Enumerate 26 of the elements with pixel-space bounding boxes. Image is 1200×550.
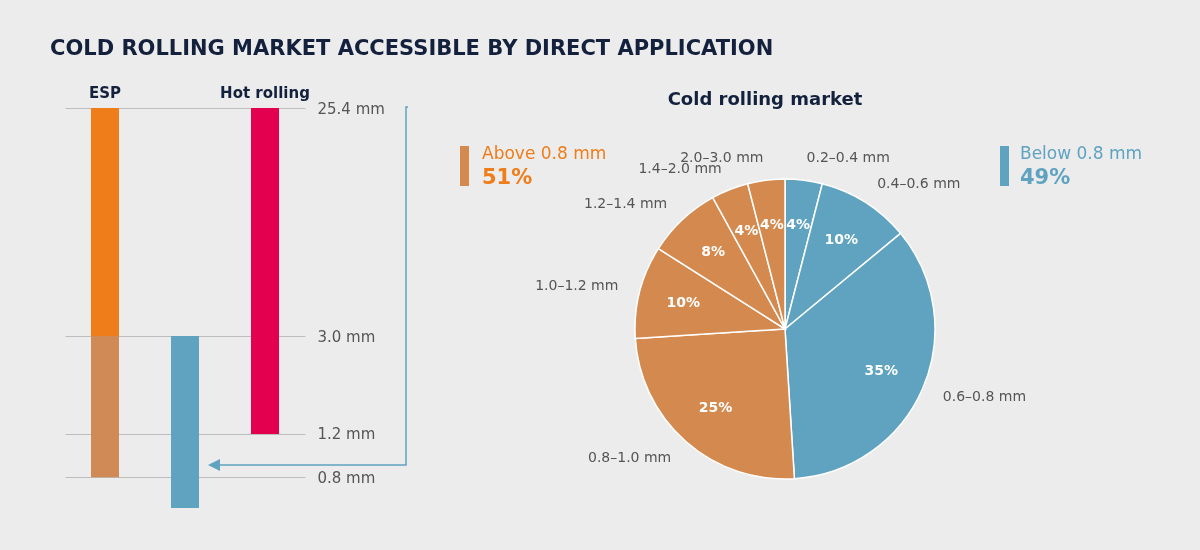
- data-label: 35%: [864, 361, 899, 378]
- data-label: 25%: [698, 398, 733, 415]
- slice-label: 1.0–1.2 mm: [535, 277, 619, 294]
- text: Below 0.8 mm: [1020, 143, 1143, 163]
- data-label: 4%: [759, 215, 784, 232]
- x-tick-label: ESP: [88, 83, 122, 102]
- slice-label: 0.6–0.8 mm: [942, 388, 1027, 405]
- data-label: 10%: [666, 293, 701, 310]
- slice-label: 0.8–1.0 mm: [587, 449, 672, 466]
- slice-label: 0.2–0.4 mm: [806, 149, 890, 166]
- data-label: 8%: [701, 243, 726, 260]
- y-tick-label: 25.4 mm: [317, 99, 385, 118]
- data-label: 10%: [824, 231, 859, 248]
- text: Above 0.8 mm: [482, 143, 607, 163]
- y-tick-label: 1.2 mm: [317, 425, 376, 444]
- text: 49%: [1020, 165, 1071, 189]
- text: 51%: [482, 165, 533, 189]
- y-tick-label: 3.0 mm: [317, 327, 376, 346]
- slice-label: 1.2–1.4 mm: [583, 194, 668, 211]
- data-label: 4%: [734, 222, 759, 239]
- x-tick-label: Hot rolling: [220, 83, 310, 102]
- chart-title: Cold rolling market: [667, 88, 863, 109]
- data-label: 4%: [786, 215, 811, 232]
- text: COLD ROLLING MARKET ACCESSIBLE BY DIRECT APPLICATION: [50, 36, 774, 60]
- y-tick-label: 0.8 mm: [317, 468, 376, 487]
- slice-label: 0.4–0.6 mm: [877, 174, 961, 191]
